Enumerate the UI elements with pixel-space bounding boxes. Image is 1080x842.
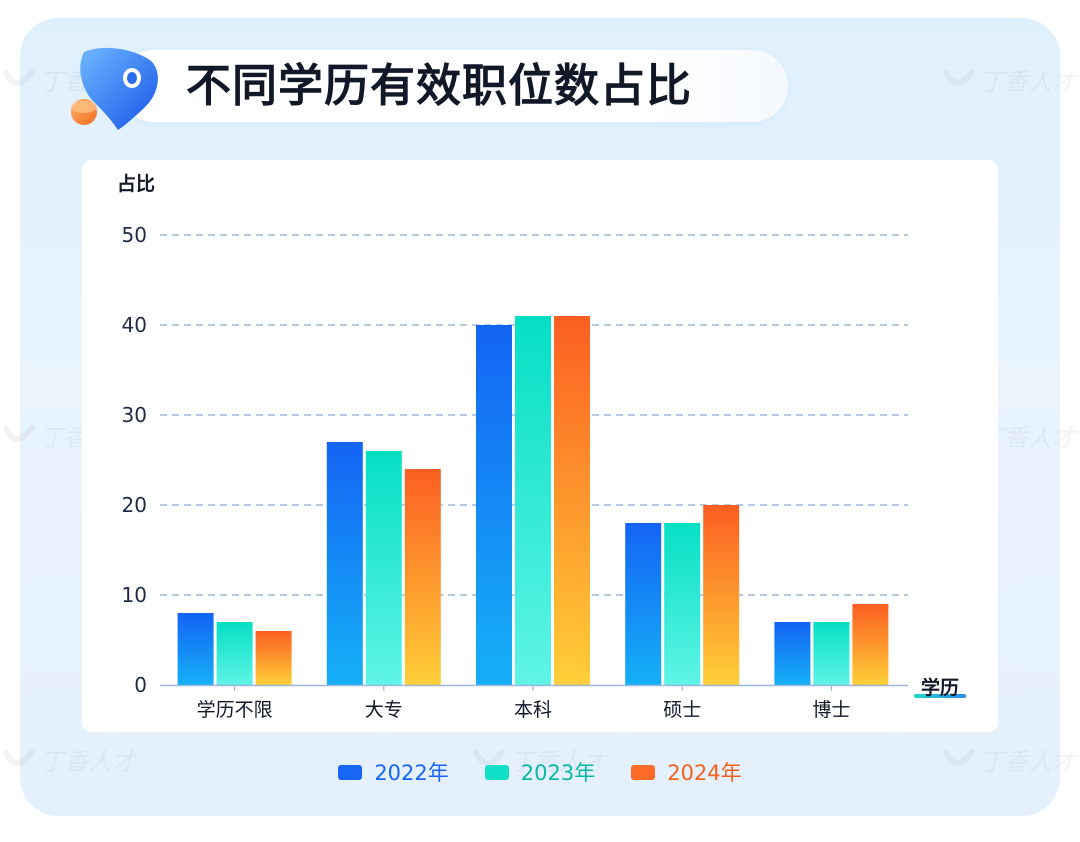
y-axis-ticks: 0 10 20 30 40 50 [122,223,147,697]
y-tick-label: 0 [134,673,147,697]
bar-series [177,316,889,685]
y-axis-label: 占比 [117,172,155,195]
bar-2022年-硕士 [625,523,662,685]
legend: 2022年 2023年 2024年 [0,752,1080,792]
bar-2022年-本科 [476,325,512,685]
bar-2023年-本科 [515,316,551,685]
x-axis-label: 学历 [921,676,959,699]
bar-2022年-博士 [774,622,811,685]
x-axis-label-underline [914,694,966,698]
bar-2024年-本科 [554,316,590,685]
legend-item-2024: 2024年 [631,757,742,787]
legend-item-2023: 2023年 [484,757,596,787]
bar-2024年-博士 [852,604,889,685]
title-banner [118,50,788,122]
x-tick-label: 博士 [812,699,850,721]
page-title: 不同学历有效职位数占比 [186,59,693,112]
x-tick-label: 本科 [514,699,552,721]
bar-2023年-硕士 [664,523,701,685]
y-tick-label: 10 [122,583,147,607]
legend-swatch-2022 [338,764,363,780]
bar-2024年-大专 [404,469,441,685]
bar-2023年-大专 [365,451,402,685]
legend-label-2023: 2023年 [520,761,596,785]
bar-2023年-博士 [813,622,850,685]
y-tick-label: 30 [122,403,147,427]
bar-2022年-学历不限 [177,613,214,685]
bar-2024年-硕士 [703,505,740,685]
bar-2024年-学历不限 [255,631,292,685]
legend-label-2022: 2022年 [374,761,449,785]
legend-label-2024: 2024年 [667,761,742,785]
x-tick-label: 大专 [365,699,403,721]
x-axis: 学历不限 大专 本科 硕士 博士 [160,684,908,721]
legend-swatch-2023 [484,764,509,780]
bar-2023年-学历不限 [216,622,253,685]
bar-2022年-大专 [326,442,363,685]
y-tick-label: 20 [122,493,147,517]
rocket-logo-icon [71,47,158,131]
x-tick-label: 硕士 [663,699,701,721]
legend-item-2022: 2022年 [338,757,449,787]
legend-swatch-2024 [631,764,656,780]
y-tick-label: 50 [122,223,147,247]
y-tick-label: 40 [122,313,147,337]
x-tick-label: 学历不限 [197,699,273,721]
